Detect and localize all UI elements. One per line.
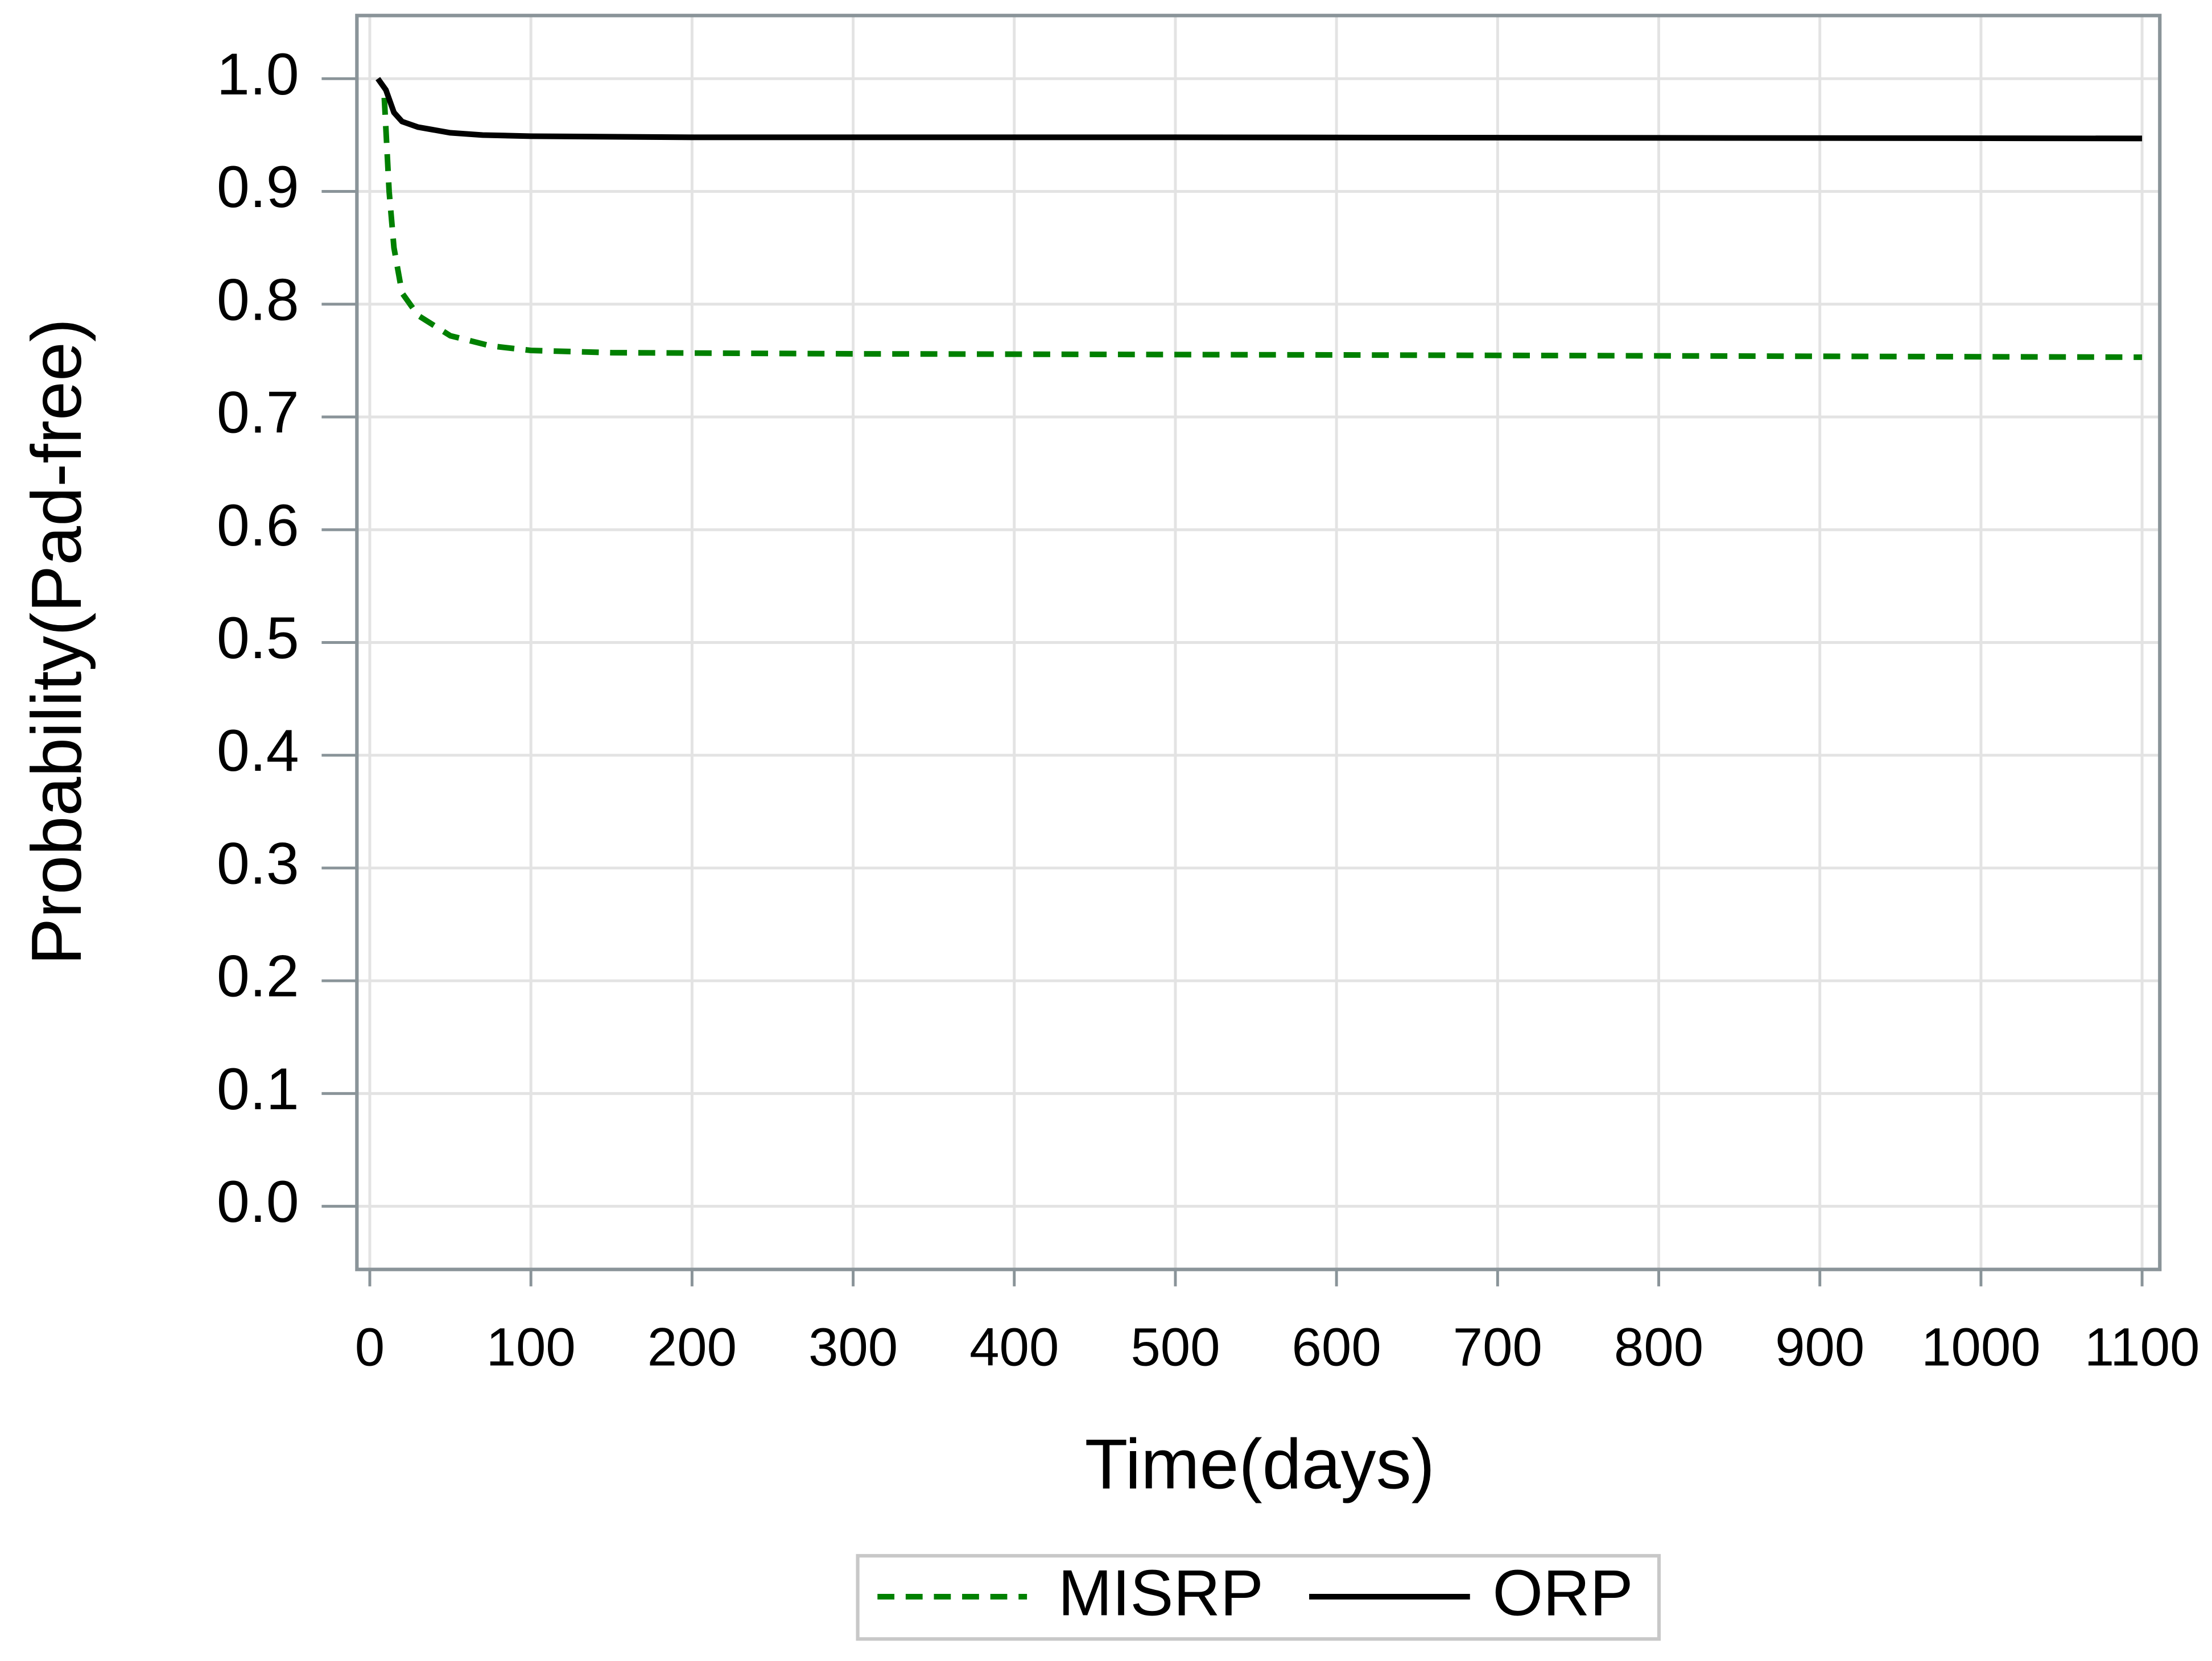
- legend-label: ORP: [1492, 1557, 1633, 1630]
- x-tick-label: 500: [1130, 1317, 1220, 1377]
- y-tick-label: 0.3: [217, 830, 299, 896]
- legend-label: MISRP: [1058, 1557, 1264, 1630]
- x-axis-title: Time(days): [1085, 1426, 1435, 1504]
- x-tick-label: 200: [647, 1317, 737, 1377]
- y-tick-label: 0.5: [217, 605, 299, 671]
- y-tick-label: 0.6: [217, 493, 299, 559]
- x-tick-label: 900: [1775, 1317, 1864, 1377]
- y-tick-label: 0.9: [217, 154, 299, 220]
- x-tick-label: 700: [1453, 1317, 1542, 1377]
- y-tick-label: 0.0: [217, 1169, 299, 1235]
- x-tick-label: 300: [808, 1317, 898, 1377]
- x-tick-label: 100: [486, 1317, 576, 1377]
- series-line: [381, 97, 2143, 360]
- x-tick-label: 600: [1292, 1317, 1381, 1377]
- y-tick-label: 1.0: [217, 42, 299, 108]
- y-tick-label: 0.7: [217, 380, 299, 446]
- y-tick-label: 0.4: [217, 718, 299, 784]
- y-tick-label: 0.1: [217, 1056, 299, 1122]
- x-tick-label: 1000: [1921, 1317, 2041, 1377]
- y-axis-title: Probability(Pad-free): [18, 319, 96, 965]
- plot-frame: [355, 14, 2162, 1271]
- x-tick-label: 400: [969, 1317, 1059, 1377]
- series-line: [375, 77, 2143, 142]
- legend: MISRP ORP: [856, 1553, 1661, 1641]
- y-tick-label: 0.2: [217, 944, 299, 1010]
- x-tick-label: 1100: [2085, 1317, 2200, 1377]
- x-tick-label: 800: [1614, 1317, 1703, 1377]
- y-tick-label: 0.8: [217, 267, 299, 333]
- x-tick-label: 0: [355, 1317, 385, 1377]
